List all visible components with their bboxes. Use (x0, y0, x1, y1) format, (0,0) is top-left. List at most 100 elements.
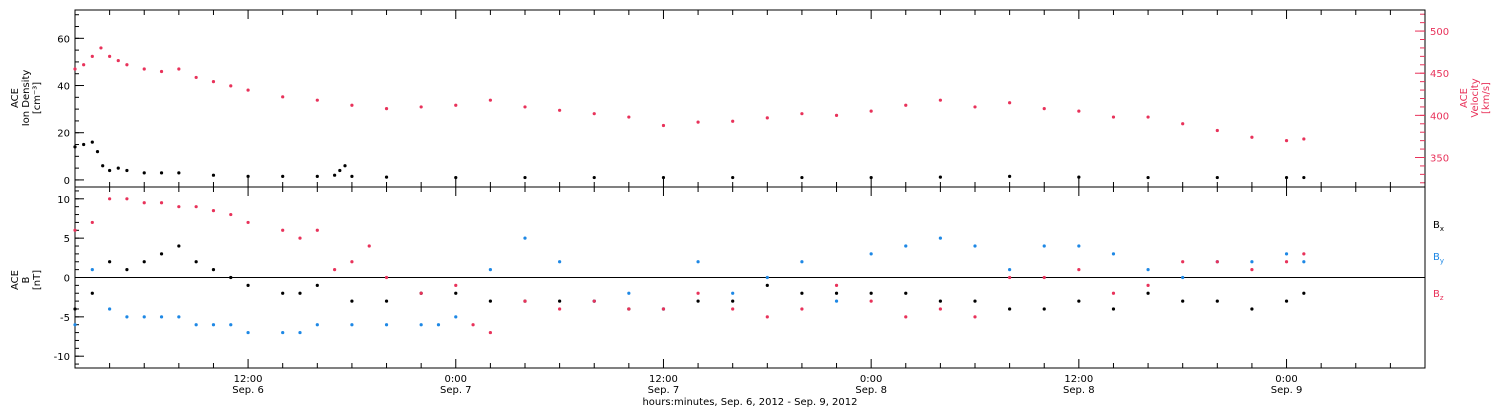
data-point (159, 252, 164, 256)
data-point (116, 166, 120, 170)
data-point (904, 244, 908, 248)
top-panel-series (73, 46, 1306, 180)
data-point (454, 103, 458, 107)
data-point (800, 175, 804, 180)
data-point (125, 315, 129, 319)
data-point (1146, 268, 1150, 272)
data-point (108, 168, 112, 173)
data-point (1077, 299, 1081, 303)
data-point (1302, 137, 1306, 141)
data-point (281, 174, 285, 178)
data-point (558, 307, 562, 311)
legend-entry-bx: Bx (1433, 220, 1444, 233)
data-point (108, 197, 112, 201)
data-point (1008, 101, 1012, 105)
field-axis-label-line3: [nT] (32, 270, 43, 290)
data-point (869, 175, 873, 180)
data-point (1146, 291, 1150, 295)
data-point (229, 323, 233, 327)
data-point (1284, 299, 1289, 303)
data-point (834, 113, 839, 117)
data-point (350, 299, 354, 303)
data-point (90, 268, 94, 272)
data-point (1077, 244, 1081, 248)
data-point (246, 174, 250, 178)
data-point (73, 228, 77, 232)
legend-subscript: y (1440, 257, 1444, 265)
field-legend: Bx By Bz (1433, 220, 1444, 302)
data-point (436, 323, 441, 327)
data-point (765, 283, 769, 287)
data-point (938, 98, 942, 102)
data-point (696, 260, 700, 264)
data-point (904, 291, 908, 295)
data-point (558, 260, 562, 264)
data-point (350, 174, 354, 178)
data-point (1146, 115, 1150, 119)
x-tick-date-label: Sep. 8 (855, 385, 887, 396)
data-point (99, 46, 103, 50)
x-tick-time-label: 12:00 (649, 374, 678, 385)
data-point (350, 260, 354, 264)
data-point (973, 315, 977, 319)
data-point (367, 244, 371, 248)
velocity-tick-label: 450 (1430, 69, 1449, 80)
data-point (281, 330, 285, 335)
data-point (298, 330, 302, 335)
data-point (1111, 307, 1116, 311)
density-axis-ticks: 0 20 40 60 (57, 14, 84, 187)
data-point (731, 119, 735, 123)
data-point (177, 315, 181, 319)
data-point (938, 307, 942, 311)
x-tick-time-label: 12:00 (234, 374, 263, 385)
legend-subscript: x (1440, 225, 1444, 233)
data-point (82, 142, 86, 147)
x-tick-date-label: Sep. 6 (232, 385, 264, 396)
data-point (419, 105, 423, 109)
data-point (73, 307, 77, 311)
data-point (834, 299, 839, 303)
data-point (454, 175, 458, 180)
data-point (523, 105, 527, 109)
data-point (159, 315, 164, 319)
data-point (82, 63, 86, 67)
density-axis-label: ACE Ion Density [cm⁻³] (10, 70, 43, 127)
x-tick-time-label: 12:00 (1064, 374, 1093, 385)
velocity-tick-label: 350 (1430, 154, 1449, 165)
series-by (73, 236, 1306, 335)
data-point (627, 307, 631, 311)
x-tick-time-label: 0:00 (1275, 374, 1297, 385)
density-axis-label-line3: [cm⁻³] (32, 82, 43, 114)
data-point (558, 299, 562, 303)
series-bz (73, 197, 1306, 335)
data-point (338, 168, 342, 173)
data-point (177, 205, 181, 209)
data-point (471, 323, 475, 327)
data-point (1215, 299, 1219, 303)
top-panel: 0 20 40 60 350 400 450 500 ACE Ion Density [cm… (10, 9, 1492, 188)
data-point (125, 168, 129, 173)
data-point (592, 175, 596, 180)
data-point (973, 299, 977, 303)
velocity-axis-label-line1: ACE (1459, 88, 1470, 108)
data-point (194, 75, 198, 80)
field-axis-label-line1: ACE (10, 270, 21, 290)
data-point (1250, 135, 1254, 139)
x-tick-date-label: Sep. 7 (440, 385, 472, 396)
data-point (246, 283, 250, 287)
data-point (1077, 175, 1081, 179)
data-point (869, 252, 873, 256)
data-point (90, 54, 94, 58)
data-point (177, 67, 181, 71)
data-point (488, 330, 492, 335)
data-point (1042, 107, 1046, 111)
legend-subscript: z (1440, 294, 1444, 302)
data-point (1215, 175, 1219, 180)
data-point (1302, 175, 1306, 180)
data-point (333, 173, 337, 177)
data-point (350, 103, 354, 107)
top-panel-time-ticks (74, 10, 1426, 187)
data-point (696, 291, 700, 295)
data-point (142, 260, 146, 264)
field-tick-label: -5 (60, 313, 70, 324)
